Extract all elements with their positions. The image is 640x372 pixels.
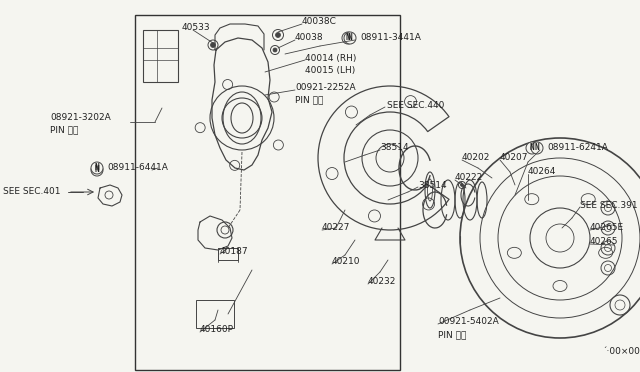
Text: 40038C: 40038C xyxy=(302,17,337,26)
Circle shape xyxy=(273,48,277,52)
Text: 40227: 40227 xyxy=(322,224,350,232)
Text: 08911-6441A: 08911-6441A xyxy=(107,164,168,173)
Text: 00921-5402A: 00921-5402A xyxy=(438,317,499,327)
Text: N: N xyxy=(348,33,352,42)
Text: 40160P: 40160P xyxy=(200,326,234,334)
Text: 40202: 40202 xyxy=(462,154,490,163)
Text: 40222: 40222 xyxy=(455,173,483,183)
Text: 38514: 38514 xyxy=(418,180,447,189)
Text: SEE SEC.391: SEE SEC.391 xyxy=(580,201,637,209)
Text: 40207: 40207 xyxy=(500,154,529,163)
Bar xyxy=(135,15,400,370)
Text: N: N xyxy=(95,164,99,173)
Bar xyxy=(143,30,178,82)
Text: 40015 (LH): 40015 (LH) xyxy=(305,65,355,74)
Circle shape xyxy=(275,32,280,38)
Circle shape xyxy=(91,164,103,176)
Text: PIN ピン: PIN ピン xyxy=(50,125,78,135)
Circle shape xyxy=(531,142,543,154)
Text: PIN ピン: PIN ピン xyxy=(295,96,323,105)
Text: 38514: 38514 xyxy=(380,144,408,153)
Text: N: N xyxy=(346,33,350,42)
Text: 08911-3441A: 08911-3441A xyxy=(360,33,421,42)
Text: 40014 (RH): 40014 (RH) xyxy=(305,54,356,62)
Text: 40265E: 40265E xyxy=(590,224,624,232)
Text: SEE SEC.440: SEE SEC.440 xyxy=(387,100,444,109)
Text: 08921-3202A: 08921-3202A xyxy=(50,113,111,122)
Text: 40232: 40232 xyxy=(368,278,396,286)
Text: 40265: 40265 xyxy=(590,237,618,247)
Text: 40210: 40210 xyxy=(332,257,360,266)
Circle shape xyxy=(526,142,538,154)
Circle shape xyxy=(342,32,354,44)
Text: 08911-6241A: 08911-6241A xyxy=(547,144,608,153)
Bar xyxy=(196,300,234,328)
Text: N: N xyxy=(530,144,534,153)
Circle shape xyxy=(211,42,216,48)
Text: 40187: 40187 xyxy=(220,247,248,257)
Text: 40038: 40038 xyxy=(295,33,324,42)
Text: 00921-2252A: 00921-2252A xyxy=(295,83,356,93)
Circle shape xyxy=(344,32,356,44)
Bar xyxy=(218,248,238,260)
Text: PIN ピン: PIN ピン xyxy=(438,330,467,340)
Text: N: N xyxy=(534,144,540,153)
Circle shape xyxy=(461,183,463,186)
Circle shape xyxy=(91,162,103,174)
Text: N: N xyxy=(95,166,99,174)
Text: ´·00×00·0: ´·00×00·0 xyxy=(602,347,640,356)
Text: 40264: 40264 xyxy=(528,167,556,176)
Text: 40533: 40533 xyxy=(182,23,211,32)
Text: SEE SEC.401: SEE SEC.401 xyxy=(3,187,61,196)
